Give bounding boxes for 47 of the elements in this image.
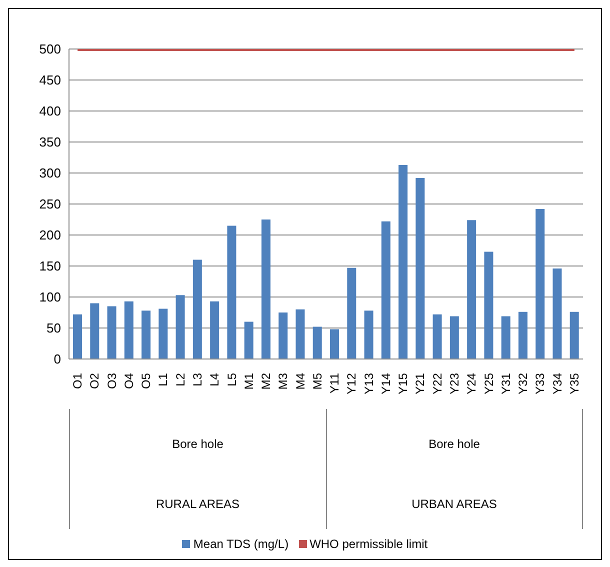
legend-label: Mean TDS (mg/L) (192, 537, 289, 551)
y-tick-label: 0 (54, 352, 61, 367)
x-tick-label: Y25 (482, 372, 496, 394)
y-tick-label: 150 (39, 258, 61, 274)
x-tick-label: M5 (310, 372, 324, 390)
x-tick-label: L3 (190, 372, 204, 386)
y-tick-label: 100 (39, 290, 61, 305)
x-tick-label: Y13 (362, 372, 376, 394)
x-tick-label: M3 (276, 372, 290, 390)
x-tick-label: Y14 (378, 372, 393, 394)
x-tick-label: O3 (104, 372, 119, 390)
x-tick-label: Y22 (430, 372, 444, 394)
x-tick-label: L4 (208, 372, 222, 386)
x-tick-label: Y35 (567, 372, 582, 394)
x-tick-label: Y24 (464, 372, 479, 394)
y-tick-label: 200 (39, 228, 61, 243)
legend-label: WHO permissible limit (308, 537, 428, 551)
x-tick-label: O1 (70, 372, 85, 390)
x-tick-label: Y34 (550, 372, 564, 394)
x-tick-label: Y33 (533, 372, 548, 394)
x-tick-label: Y11 (328, 372, 342, 394)
y-tick-label: 450 (39, 72, 61, 88)
y-tick-label: 400 (39, 104, 61, 119)
x-tick-label: Y21 (413, 372, 428, 394)
x-tick-label: O4 (122, 372, 136, 390)
x-tick-label: Y31 (498, 372, 513, 394)
y-tick-label: 300 (39, 166, 61, 181)
y-tick-label: 500 (39, 42, 61, 57)
x-tick-label: L5 (224, 372, 239, 386)
x-tick-label: M1 (242, 372, 256, 390)
x-tick-label: M4 (293, 372, 308, 390)
x-tick-label: M2 (259, 372, 274, 390)
x-tick-label: L1 (156, 372, 170, 386)
x-tick-label: L2 (173, 372, 188, 386)
x-tick-label: Y15 (396, 372, 410, 394)
text: Bore hole (69, 409, 326, 479)
y-tick-label: 250 (39, 196, 61, 212)
text: URBAN AREAS (326, 479, 583, 529)
x-tick-label: Y23 (448, 372, 462, 394)
text: RURAL AREAS (69, 479, 326, 529)
x-tick-label: Y32 (516, 372, 530, 394)
y-tick-label: 350 (39, 134, 61, 150)
x-tick-label: O2 (88, 372, 102, 390)
x-tick-label: O5 (139, 372, 154, 390)
x-tick-label: Y12 (344, 372, 359, 394)
y-tick-label: 50 (46, 320, 61, 336)
text: Bore hole (326, 409, 583, 479)
